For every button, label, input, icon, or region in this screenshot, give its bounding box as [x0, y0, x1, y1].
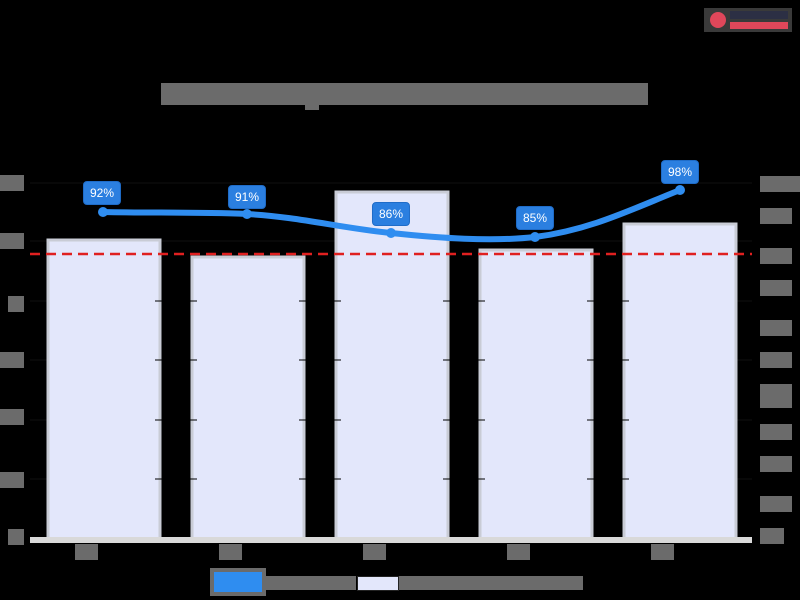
left-tick-label — [8, 296, 24, 312]
right-tick-label — [760, 424, 792, 440]
left-tick-label — [0, 175, 24, 191]
line-markers — [98, 185, 685, 242]
left-tick-label — [0, 409, 24, 425]
right-tick-label — [760, 176, 800, 192]
data-label-4: 98% — [660, 160, 700, 184]
right-tick-label — [760, 456, 792, 472]
bar-series — [46, 190, 738, 542]
legend-swatch-line — [210, 568, 266, 596]
left-tick-label — [8, 529, 24, 545]
right-tick-label — [760, 352, 792, 368]
bar-2 — [334, 190, 450, 542]
legend-label-bar — [399, 576, 583, 590]
x-tick-label — [219, 544, 242, 560]
data-label-0: 92% — [82, 181, 122, 205]
right-tick-label — [760, 208, 792, 224]
legend-swatch-bar — [357, 576, 399, 591]
left-tick-label — [0, 472, 24, 488]
data-label-3: 85% — [515, 206, 555, 230]
right-tick-label — [760, 528, 784, 544]
brand-logo — [704, 8, 792, 32]
x-tick-label — [75, 544, 98, 560]
right-tick-label — [760, 384, 792, 408]
chart-title — [161, 83, 648, 105]
x-tick-label — [651, 544, 674, 560]
data-label-1: 91% — [227, 185, 267, 209]
right-tick-label — [760, 496, 792, 512]
left-tick-label — [0, 233, 24, 249]
logo-text-bottom — [730, 22, 788, 29]
bar-4 — [622, 222, 738, 542]
logo-mark-icon — [710, 12, 726, 28]
chart-title-descender — [305, 100, 319, 110]
x-tick-label — [363, 544, 386, 560]
x-tick-label — [507, 544, 530, 560]
right-tick-label — [760, 280, 792, 296]
left-tick-label — [0, 352, 24, 368]
bar-1 — [190, 255, 306, 542]
data-label-2: 86% — [371, 202, 411, 226]
right-tick-label — [760, 320, 792, 336]
right-tick-label — [760, 248, 792, 264]
bar-0 — [46, 238, 162, 542]
legend-label-line — [264, 576, 356, 590]
bar-3 — [478, 248, 594, 542]
logo-text-top — [730, 11, 788, 19]
